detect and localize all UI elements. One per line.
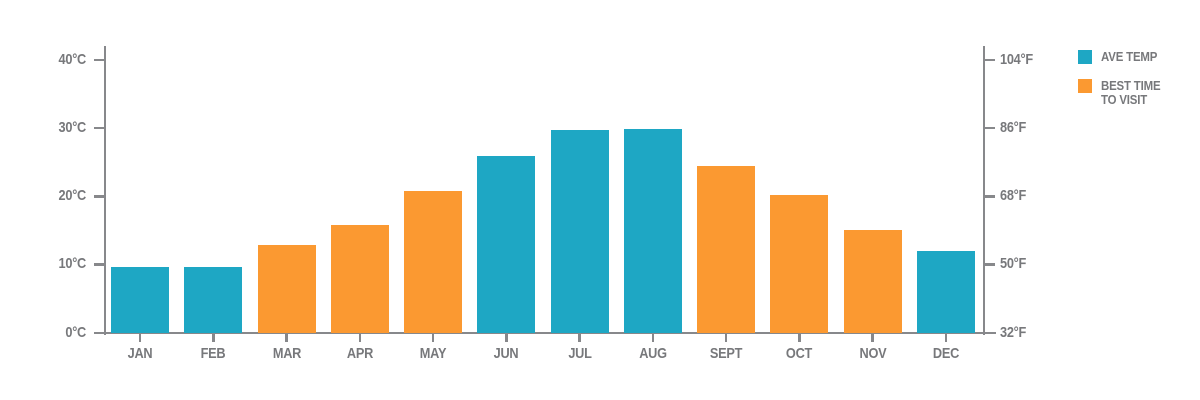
left-tick-30: [94, 126, 104, 130]
legend-text-best-time-line1: BEST TIME: [1101, 78, 1161, 93]
x-tick-oct: [798, 334, 801, 342]
x-label-sept: SEPT: [710, 345, 743, 362]
right-tick-50: [985, 263, 995, 266]
left-tick-label-10: 10°C: [58, 255, 87, 273]
bar-jul: [550, 130, 609, 333]
x-label-jan: JAN: [127, 345, 153, 362]
bar-sept: [697, 166, 756, 333]
legend-swatch-best-time-icon: [1078, 79, 1092, 93]
x-tick-aug: [651, 334, 655, 342]
bar-jun: [477, 155, 536, 333]
x-label-dec: DEC: [932, 345, 960, 362]
right-tick-label-32: 32°F: [1000, 323, 1027, 341]
x-label-mar: MAR: [272, 345, 301, 362]
left-tick-10: [94, 263, 104, 266]
left-tick-label-40: 40°C: [58, 51, 87, 69]
left-tick-label-0: 0°C: [65, 323, 86, 341]
legend-swatch-ave-temp-icon: [1078, 50, 1092, 64]
left-axis-line: [103, 46, 106, 335]
left-tick-40: [94, 58, 104, 62]
x-tick-dec: [944, 334, 948, 342]
x-label-nov: NOV: [859, 345, 887, 362]
x-label-jun: JUN: [493, 345, 519, 362]
x-label-jul: JUL: [567, 345, 592, 362]
right-tick-104: [985, 58, 995, 62]
x-tick-jul: [578, 334, 581, 342]
x-label-feb: FEB: [200, 345, 226, 362]
bar-nov: [843, 230, 902, 333]
legend-item-best-time: BEST TIME TO VISIT: [1078, 79, 1169, 106]
legend-label-best-time: BEST TIME TO VISIT: [1101, 78, 1161, 107]
x-label-oct: OCT: [786, 345, 813, 362]
bar-apr: [330, 224, 389, 333]
legend-text-best-time-line2: TO VISIT: [1101, 91, 1148, 107]
legend-label-ave-temp: AVE TEMP: [1101, 50, 1157, 64]
x-tick-nov: [871, 334, 874, 342]
x-tick-mar: [285, 334, 288, 342]
legend-item-ave-temp: AVE TEMP: [1078, 50, 1165, 64]
bar-may: [404, 190, 463, 333]
bar-oct: [770, 194, 829, 333]
bar-mar: [257, 245, 316, 333]
x-label-may: MAY: [419, 345, 447, 362]
x-tick-feb: [212, 334, 215, 342]
bar-dec: [916, 251, 975, 333]
left-tick-label-30: 30°C: [58, 119, 87, 137]
left-tick-label-20: 20°C: [58, 187, 87, 205]
x-label-aug: AUG: [639, 345, 667, 362]
right-tick-label-50: 50°F: [1000, 255, 1027, 273]
x-tick-apr: [358, 334, 362, 342]
legend-text-ave-temp: AVE TEMP: [1101, 49, 1158, 64]
x-tick-jan: [138, 334, 142, 342]
right-tick-86: [985, 126, 995, 130]
right-tick-label-68: 68°F: [1000, 187, 1027, 205]
bar-jan: [111, 266, 169, 333]
right-axis-line: [982, 46, 985, 335]
right-tick-label-86: 86°F: [1000, 119, 1027, 137]
right-tick-68: [985, 195, 995, 198]
x-axis-line: [94, 331, 996, 335]
x-tick-jun: [505, 334, 508, 342]
bar-feb: [184, 266, 243, 333]
bar-aug: [623, 129, 682, 333]
right-tick-label-104: 104°F: [1000, 51, 1033, 69]
x-tick-sept: [724, 334, 728, 342]
left-tick-20: [94, 195, 104, 198]
x-tick-may: [431, 334, 435, 342]
x-label-apr: APR: [346, 345, 373, 362]
